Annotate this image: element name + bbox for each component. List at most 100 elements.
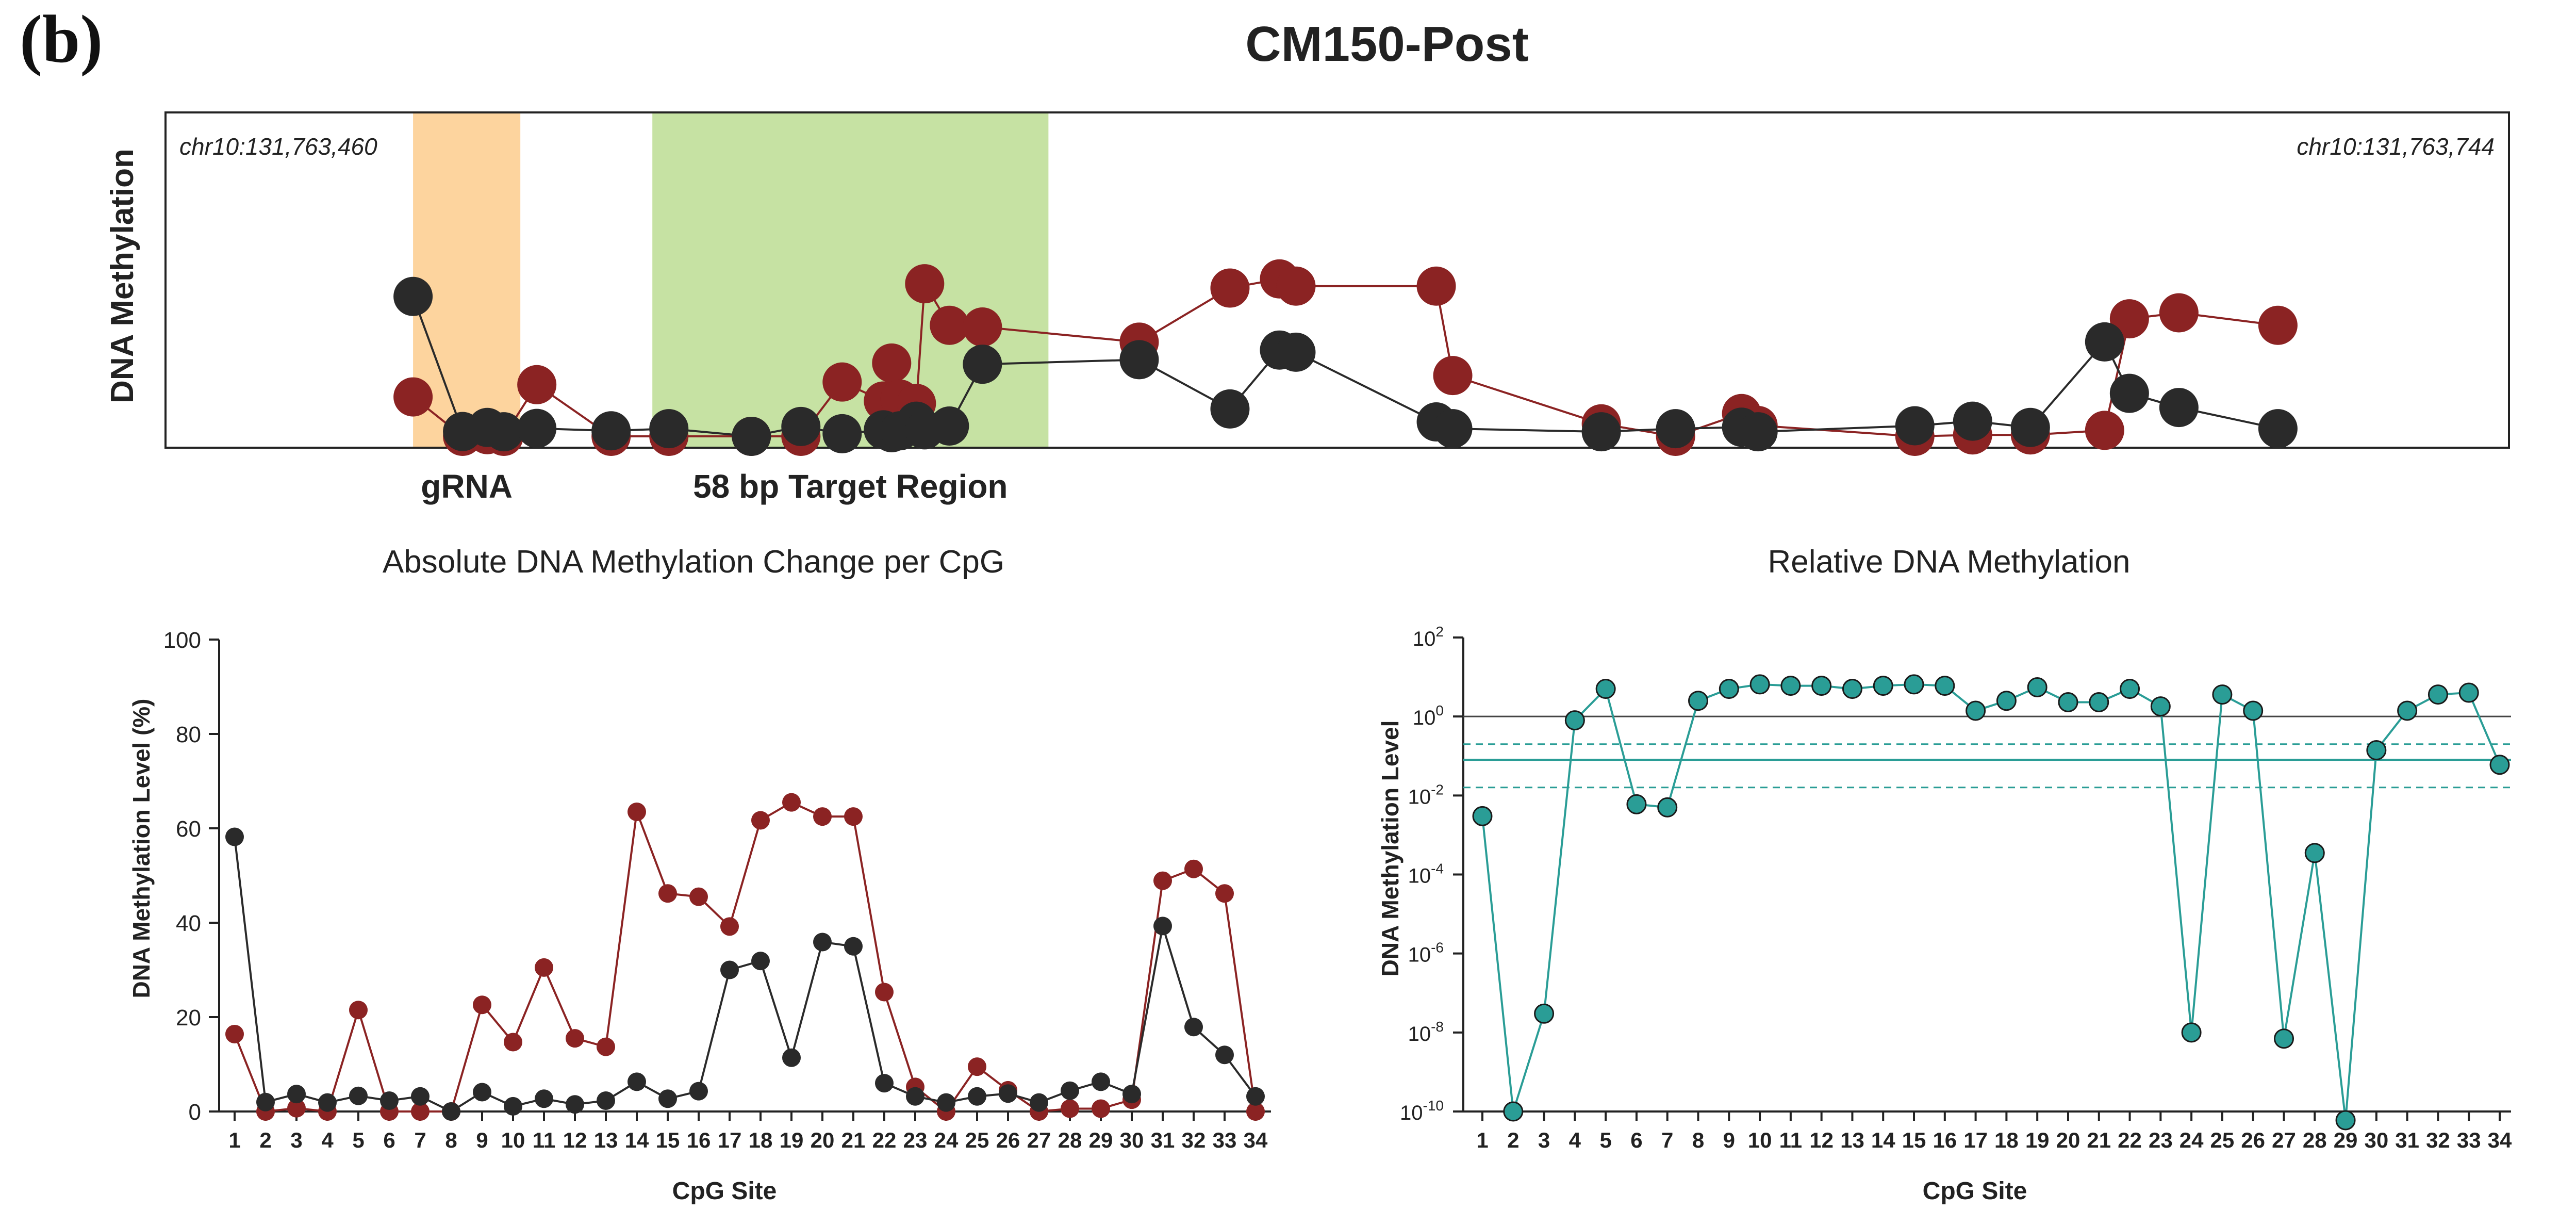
left-x-tick-label: 17 [718,1128,742,1152]
track-point-black-5 [517,408,557,448]
right-point-14 [1873,676,1893,696]
panel-label: (b) [20,1,103,77]
track-point-black-30 [2010,407,2050,447]
right-point-1 [1472,806,1493,826]
right-x-axis-label: CpG Site [1923,1178,2027,1205]
track-point-black-10 [822,414,862,453]
left-x-tick-label: 13 [594,1128,618,1152]
right-x-tick-label: 7 [1661,1128,1673,1152]
right-marks [1472,674,2510,1131]
track-point-red-33 [2159,293,2199,333]
track-point-red-5 [517,365,557,404]
track-point-red-16 [930,305,969,345]
right-point-22 [2120,679,2140,699]
left-x-tick-label: 5 [352,1128,364,1152]
track-marks [393,259,2298,456]
left-x-tick-label: 29 [1089,1128,1113,1152]
right-point-20 [2058,692,2078,712]
right-x-tick-label: 10 [1748,1128,1772,1152]
left-x-tick-label: 9 [476,1128,488,1152]
left-point-red-5 [349,1001,368,1020]
left-x-tick-label: 6 [383,1128,395,1152]
left-point-black-17 [720,960,739,979]
left-point-red-19 [782,793,801,812]
right-y-tick-label: 10-8 [1408,1019,1444,1045]
left-point-red-34 [1246,1102,1265,1121]
right-point-29 [2335,1110,2356,1131]
right-x-tick-label: 13 [1840,1128,1864,1152]
track-point-black-32 [2109,373,2149,413]
right-x-tick-label: 17 [1963,1128,1988,1152]
left-x-tick-label: 34 [1244,1128,1268,1152]
left-point-black-13 [597,1091,615,1110]
left-y-tick-label: 100 [163,628,201,653]
track-point-black-4 [484,412,524,452]
track-frame [164,111,2510,449]
left-point-red-28 [1061,1099,1079,1118]
right-point-3 [1534,1003,1555,1024]
left-x-tick-label: 7 [414,1128,426,1152]
track-point-red-34 [2258,305,2298,345]
right-x-tick-label: 28 [2303,1128,2327,1152]
left-point-black-30 [1122,1085,1141,1104]
track-point-red-12 [872,343,912,383]
left-point-red-32 [1184,859,1203,878]
left-point-black-34 [1246,1087,1265,1106]
right-y-tick-label: 102 [1413,624,1444,650]
right-point-9 [1719,679,1739,699]
left-y-tick-label: 80 [176,722,201,747]
track-point-red-23 [1433,356,1473,396]
left-x-tick-label: 21 [841,1128,866,1152]
track-point-red-31 [2085,411,2124,450]
left-y-axis-label: DNA Methylation Level (%) [128,698,155,998]
right-x-tick-label: 30 [2364,1128,2388,1152]
left-point-black-19 [782,1048,801,1067]
track-point-black-8 [732,417,771,456]
left-x-tick-label: 28 [1058,1128,1082,1152]
left-x-tick-label: 25 [965,1128,989,1152]
left-x-tick-label: 15 [656,1128,680,1152]
target-region-label: 58 bp Target Region [693,468,1008,505]
left-x-tick-label: 22 [872,1128,897,1152]
absolute-change-chart: Absolute DNA Methylation Change per CpG … [128,544,1271,1205]
track-point-black-29 [1953,401,1992,441]
left-point-black-8 [442,1102,460,1121]
left-point-black-27 [1030,1093,1048,1112]
left-x-tick-label: 12 [563,1128,587,1152]
left-x-tick-label: 3 [290,1128,302,1152]
right-point-17 [1966,700,1986,721]
left-point-red-20 [813,807,832,826]
left-point-black-1 [225,827,244,846]
left-x-tick-label: 4 [321,1128,334,1152]
left-point-red-15 [658,884,677,903]
left-x-tick-label: 1 [228,1128,240,1152]
right-x-tick-label: 23 [2149,1128,2173,1152]
left-y-tick-label: 0 [189,1100,201,1125]
left-point-red-11 [535,958,553,977]
right-x-tick-label: 22 [2118,1128,2142,1152]
right-point-4 [1564,710,1585,731]
right-point-19 [2027,677,2047,697]
track-series-red-line [412,277,2278,438]
left-x-tick-label: 10 [501,1128,525,1152]
left-point-black-15 [658,1089,677,1108]
track-point-black-23 [1433,409,1473,449]
left-point-red-17 [720,917,739,936]
left-point-black-16 [689,1082,708,1101]
left-point-red-1 [225,1024,244,1043]
right-x-tick-label: 15 [1902,1128,1926,1152]
right-x-tick-label: 8 [1692,1128,1704,1152]
track-point-black-27 [1738,412,1778,452]
track-point-black-21 [1276,332,1316,372]
track-point-black-9 [781,406,821,446]
left-point-red-22 [875,983,894,1002]
right-x-tick-label: 16 [1933,1128,1957,1152]
right-x-tick-label: 3 [1538,1128,1550,1152]
track-point-red-10 [822,362,862,402]
right-point-33 [2458,682,2479,703]
left-x-tick-label: 26 [996,1128,1020,1152]
right-x-tick-label: 31 [2395,1128,2419,1152]
